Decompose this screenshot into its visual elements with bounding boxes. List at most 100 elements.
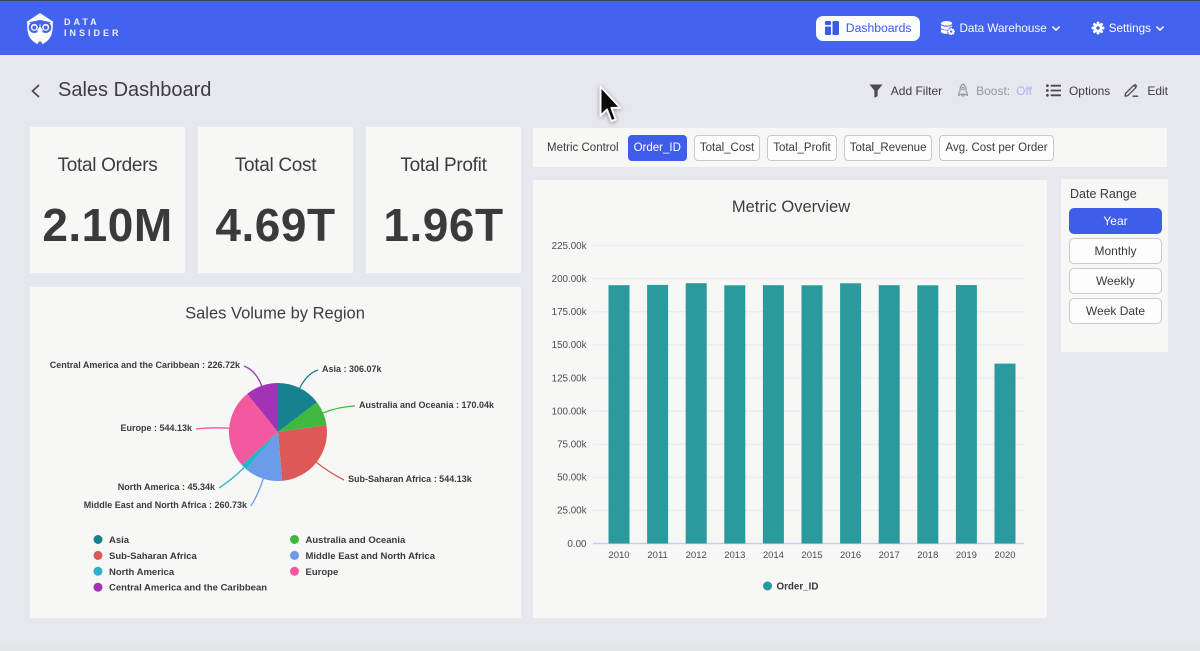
date-range-button-year[interactable]: Year (1069, 208, 1162, 234)
pie-label-middle-east-and-north-africa: Middle East and North Africa : 260.73k (84, 500, 248, 510)
pie-slice-north-america[interactable] (241, 432, 278, 470)
metric-control-panel: Metric Control Order_ID Total_Cost Total_P… (533, 128, 1167, 167)
x-tick-label: 2014 (763, 550, 784, 561)
date-range-label: Date Range (1070, 187, 1137, 201)
kpi-value: 1.96T (383, 198, 504, 251)
kpi-card-3: Total Profit 1.96T (366, 127, 521, 273)
y-tick-label: 25.00k (557, 506, 587, 517)
chevron-down-icon (1156, 25, 1164, 31)
y-tick-label: 0.00 (567, 539, 587, 550)
bottom-edge (0, 647, 1200, 651)
legend-label-north-america: North America (109, 567, 175, 578)
data-warehouse-icon (941, 21, 956, 35)
sales-volume-pie-chart: Sales Volume by Region Asia : 306.07k Aust… (50, 305, 495, 594)
x-tick-label: 2010 (608, 550, 629, 561)
x-tick-label: 2017 (879, 550, 900, 561)
metric-button-order-id[interactable]: Order_ID (627, 134, 687, 161)
date-range-panel: Date Range Year Monthly Weekly Week Date (1061, 179, 1168, 352)
x-tick-label: 2020 (994, 550, 1015, 561)
settings-gear-icon (1091, 21, 1105, 35)
dashboards-icon (824, 21, 839, 35)
brand-logo[interactable]: DATA INSIDER (25, 12, 122, 45)
back-button[interactable] (27, 82, 45, 100)
boost-rocket-icon (958, 83, 969, 97)
bar-2014[interactable] (762, 285, 784, 544)
nav-dashboards-button[interactable]: Dashboards (815, 15, 921, 41)
edit-pencil-icon (1124, 83, 1139, 97)
legend-dot-asia (93, 535, 103, 544)
edit-button[interactable]: Edit (1124, 83, 1168, 98)
pie-slice-middle-east-and-north-africa[interactable] (246, 432, 283, 481)
y-tick-label: 100.00k (552, 406, 587, 417)
nav-dashboards-label: Dashboards (845, 21, 912, 35)
kpi-value: 2.10M (42, 198, 173, 251)
metric-button-avg-cost-per-order[interactable]: Avg. Cost per Order (939, 134, 1054, 161)
pie-label-central-america-and-the-caribbean: Central America and the Caribbean : 226.… (50, 360, 241, 370)
y-tick-label: 175.00k (552, 307, 587, 318)
kpi-value: 4.69T (215, 198, 336, 251)
date-range-button-week-date[interactable]: Week Date (1069, 298, 1162, 324)
add-filter-label: Add Filter (890, 83, 943, 98)
date-range-button-monthly[interactable]: Monthly (1069, 238, 1162, 264)
metric-button-total-revenue[interactable]: Total_Revenue (843, 134, 933, 161)
x-tick-label: 2011 (647, 550, 667, 561)
y-tick-label: 225.00k (552, 241, 587, 252)
options-button[interactable]: Options (1045, 84, 1110, 98)
pie-leader-line (243, 365, 263, 387)
bar-2020[interactable] (994, 363, 1016, 544)
bar-2018[interactable] (917, 285, 939, 544)
pie-slice-central-america-and-the-caribbean[interactable] (247, 383, 278, 432)
pie-slice-sub-saharan-africa[interactable] (278, 424, 327, 481)
pie-leader-line (315, 461, 345, 481)
legend-label-australia-and-oceania: Australia and Oceania (306, 535, 407, 546)
bar-2016[interactable] (840, 283, 862, 544)
kpi-label: Total Orders (57, 155, 158, 176)
boost-toggle[interactable]: Boost: Off (956, 83, 1032, 98)
brand-line-2: INSIDER (64, 28, 122, 38)
bar-title: Metric Overview (732, 198, 850, 216)
nav-data-warehouse[interactable]: Data Warehouse (940, 21, 1060, 35)
x-tick-label: 2016 (840, 550, 861, 561)
legend-label-sub-saharan-africa: Sub-Saharan Africa (109, 551, 198, 562)
metric-overview-bar-chart: Metric Overview 0.00 25.00k 50.00k 75.00k 100… (552, 198, 1024, 593)
pie-slice-asia[interactable] (278, 383, 317, 432)
brand-name: DATA INSIDER (64, 17, 122, 40)
bar-2015[interactable] (801, 285, 823, 544)
kpi-label: Total Profit (400, 155, 487, 176)
legend-dot-europe (290, 566, 299, 576)
bar-2019[interactable] (955, 285, 977, 544)
pie-label-north-america: North America : 45.34k (118, 482, 216, 492)
bar-legend-label: Order_ID (777, 582, 819, 593)
date-range-buttons: Year Monthly Weekly Week Date (1069, 208, 1162, 324)
metric-button-total-cost[interactable]: Total_Cost (693, 134, 761, 161)
bar-2011[interactable] (647, 284, 669, 544)
date-range-button-weekly[interactable]: Weekly (1069, 268, 1162, 294)
legend-label-asia: Asia (109, 535, 130, 546)
kpi-card-2: Total Cost 4.69T (198, 127, 353, 273)
kpi-label: Total Cost (234, 155, 317, 176)
pie-leader-line (218, 466, 246, 489)
legend-dot-central-america-and-the-caribbean (93, 582, 103, 592)
owl-logo-icon (26, 12, 54, 44)
legend-label-middle-east-and-north-africa: Middle East and North Africa (306, 551, 436, 562)
boost-label: Boost: (976, 83, 1011, 98)
x-tick-label: 2019 (956, 550, 977, 561)
page-title: Sales Dashboard (58, 79, 212, 101)
nav-settings[interactable]: Settings (1091, 21, 1164, 35)
y-tick-label: 75.00k (557, 440, 587, 451)
bar-2012[interactable] (685, 283, 707, 544)
pie-label-europe: Europe : 544.13k (120, 423, 193, 433)
chevron-down-icon (1051, 25, 1060, 31)
bar-2017[interactable] (878, 285, 900, 544)
y-tick-label: 200.00k (552, 274, 587, 285)
pie-slice-europe[interactable] (229, 393, 278, 465)
pie-leader-line (298, 369, 319, 390)
add-filter-button[interactable]: Add Filter (869, 84, 942, 98)
legend-dot-north-america (93, 566, 103, 576)
bar-2010[interactable] (608, 285, 630, 544)
pie-slice-australia-and-oceania[interactable] (278, 402, 327, 432)
metric-button-total-profit[interactable]: Total_Profit (767, 134, 837, 161)
bar-2013[interactable] (724, 285, 746, 544)
options-list-icon (1045, 84, 1061, 97)
pie-label-australia-and-oceania: Australia and Oceania : 170.04k (359, 400, 495, 410)
